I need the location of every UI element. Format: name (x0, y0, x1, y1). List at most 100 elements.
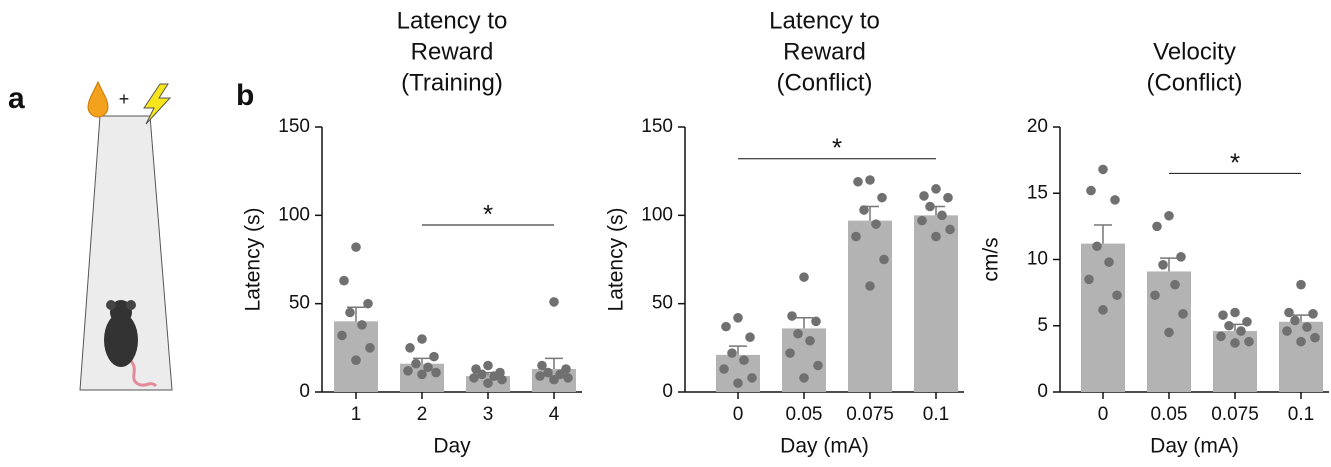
data-point (1152, 221, 1162, 232)
data-point (489, 371, 499, 381)
data-point (1098, 305, 1108, 315)
chart-title: Latency to (769, 7, 880, 34)
y-tick-label: 0 (662, 381, 673, 402)
data-point (1284, 307, 1294, 318)
bar (914, 215, 958, 392)
data-point (937, 210, 947, 221)
data-point (431, 367, 441, 378)
error-bar (545, 357, 563, 370)
data-point (943, 192, 953, 203)
data-point (417, 334, 427, 344)
data-point (859, 205, 869, 215)
data-point (351, 242, 361, 252)
data-point (403, 366, 413, 376)
chart-title: Latency to (397, 7, 508, 34)
data-point (805, 335, 815, 346)
x-tick-label: 0.05 (786, 404, 823, 425)
data-point (739, 355, 749, 366)
data-point (1218, 310, 1228, 320)
data-point (423, 362, 433, 373)
x-tick-label: 0.075 (1211, 404, 1259, 425)
data-point (877, 192, 887, 203)
data-point (1158, 260, 1168, 270)
x-tick-label: 0.075 (846, 404, 894, 425)
data-point (853, 176, 863, 187)
data-point (411, 358, 421, 369)
chart-title: (Conflict) (776, 69, 872, 96)
data-point (345, 307, 355, 318)
y-tick-label: 50 (652, 293, 673, 314)
data-point (1170, 279, 1180, 290)
data-point (1164, 210, 1174, 221)
data-point (925, 201, 935, 212)
y-axis-label: Latency (s) (242, 208, 265, 312)
data-point (931, 231, 941, 242)
y-tick-label: 50 (289, 293, 310, 314)
error-bar (1094, 224, 1112, 244)
data-point (745, 332, 755, 343)
data-point (799, 272, 809, 282)
chart-title: (Training) (401, 69, 503, 96)
data-point (1242, 316, 1252, 327)
data-point (793, 328, 803, 339)
significance-label: * (483, 199, 493, 229)
error-bar (729, 345, 747, 355)
data-point (1176, 252, 1186, 262)
data-point (1104, 257, 1114, 267)
data-point (537, 360, 547, 371)
data-point (747, 373, 757, 383)
bar (1081, 243, 1125, 392)
data-point (1290, 315, 1300, 326)
error-bar (347, 306, 365, 322)
data-point (535, 371, 545, 381)
data-point (1150, 290, 1160, 301)
bolt (143, 83, 172, 125)
drop (87, 80, 109, 118)
bar (848, 220, 892, 392)
data-point (917, 215, 927, 226)
data-point (919, 191, 929, 201)
data-point (727, 348, 737, 358)
data-point (865, 281, 875, 291)
chart-title: Velocity (1153, 38, 1236, 65)
track (79, 115, 173, 391)
data-point (813, 360, 823, 371)
data-point (429, 351, 439, 362)
data-point (365, 343, 375, 353)
data-point (543, 367, 553, 378)
data-point (1086, 185, 1096, 196)
data-point (1164, 327, 1174, 338)
y-tick-label: 15 (1027, 182, 1048, 203)
y-tick-label: 100 (278, 204, 310, 225)
x-tick-label: 1 (351, 404, 362, 425)
data-point (405, 343, 415, 353)
data-point (1084, 274, 1094, 285)
illustration: + (79, 80, 173, 391)
data-point (1296, 279, 1306, 290)
y-axis-label: Latency (s) (605, 208, 628, 312)
significance-label: * (832, 133, 842, 163)
data-point (733, 378, 743, 388)
data-point (851, 231, 861, 242)
data-point (1110, 195, 1120, 205)
y-tick-label: 10 (1027, 249, 1048, 270)
data-point (549, 297, 559, 307)
data-point (497, 374, 507, 385)
x-axis-label: Day (mA) (780, 435, 869, 458)
x-tick-label: 2 (417, 404, 428, 425)
data-point (811, 316, 821, 327)
data-point (483, 378, 493, 388)
mouse (104, 300, 158, 388)
plus: + (119, 89, 130, 109)
y-tick-label: 0 (299, 381, 310, 402)
data-point (719, 364, 729, 374)
data-point (363, 298, 373, 309)
x-axis-label: Day (mA) (1150, 435, 1239, 458)
data-point (1224, 320, 1234, 331)
y-tick-label: 150 (278, 116, 310, 137)
data-point (563, 373, 573, 383)
data-point (1098, 164, 1108, 175)
data-point (785, 348, 795, 358)
